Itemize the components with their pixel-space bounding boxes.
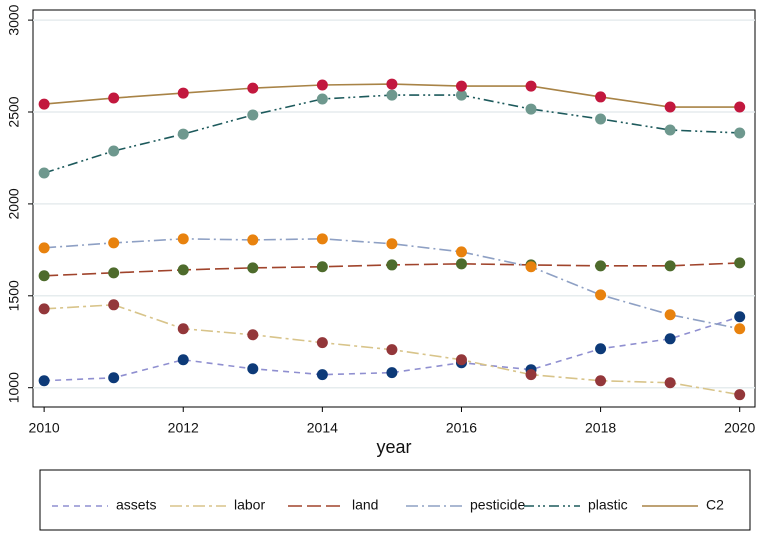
data-point: [316, 369, 328, 381]
data-point: [386, 344, 398, 356]
data-point: [177, 233, 189, 245]
y-tick-label: 2500: [6, 96, 22, 127]
data-point: [177, 87, 189, 99]
data-point: [108, 372, 120, 384]
data-point: [455, 89, 467, 101]
data-point: [108, 237, 120, 249]
x-tick-label: 2014: [307, 420, 338, 436]
data-point: [386, 89, 398, 101]
legend-label: C2: [706, 497, 724, 513]
data-point: [316, 79, 328, 91]
data-point: [247, 234, 259, 246]
data-point: [247, 329, 259, 341]
data-point: [734, 127, 746, 139]
x-tick-label: 2010: [29, 420, 60, 436]
series-line: [44, 315, 740, 382]
data-point: [595, 343, 607, 355]
data-point: [595, 289, 607, 301]
data-point: [664, 309, 676, 321]
y-tick-label: 3000: [6, 4, 22, 35]
plot-frame: [32, 9, 756, 408]
data-point: [386, 259, 398, 271]
data-point: [38, 270, 50, 282]
series-line: [44, 238, 740, 330]
data-point: [386, 238, 398, 250]
data-point: [247, 363, 259, 375]
data-point: [386, 367, 398, 379]
data-point: [177, 128, 189, 140]
data-point: [455, 258, 467, 270]
legend-box: [39, 469, 751, 531]
data-point: [177, 264, 189, 276]
data-point: [38, 303, 50, 315]
data-point: [108, 267, 120, 279]
x-tick-label: 2020: [724, 420, 755, 436]
data-point: [664, 124, 676, 136]
data-point: [247, 82, 259, 94]
y-tick-label: 1000: [6, 372, 22, 403]
data-point: [595, 375, 607, 387]
legend-label: labor: [234, 497, 265, 513]
data-point: [525, 103, 537, 115]
legend-label: plastic: [588, 497, 628, 513]
data-point: [734, 101, 746, 113]
data-point: [108, 299, 120, 311]
data-point: [734, 323, 746, 335]
x-tick-label: 2016: [446, 420, 477, 436]
data-point: [525, 369, 537, 381]
data-point: [595, 260, 607, 272]
data-point: [38, 98, 50, 110]
legend-label: land: [352, 497, 378, 513]
legend-label: pesticide: [470, 497, 525, 513]
data-point: [595, 91, 607, 103]
x-axis-title: year: [376, 437, 411, 457]
y-tick-label: 1500: [6, 280, 22, 311]
data-point: [108, 145, 120, 157]
data-point: [734, 311, 746, 323]
y-tick-label: 2000: [6, 188, 22, 219]
data-point: [734, 257, 746, 269]
data-point: [316, 233, 328, 245]
data-point: [455, 354, 467, 366]
data-point: [664, 260, 676, 272]
data-point: [664, 333, 676, 345]
data-point: [386, 78, 398, 90]
legend-label: assets: [116, 497, 156, 513]
data-point: [108, 92, 120, 104]
x-tick-label: 2012: [168, 420, 199, 436]
data-point: [455, 246, 467, 258]
data-point: [525, 80, 537, 92]
data-point: [316, 337, 328, 349]
data-point: [734, 389, 746, 401]
data-point: [177, 354, 189, 366]
data-point: [247, 262, 259, 274]
data-point: [455, 80, 467, 92]
data-point: [38, 375, 50, 387]
x-tick-label: 2018: [585, 420, 616, 436]
data-point: [316, 261, 328, 273]
data-point: [38, 242, 50, 254]
data-point: [247, 109, 259, 121]
data-point: [38, 167, 50, 179]
data-point: [316, 93, 328, 105]
data-point: [525, 261, 537, 273]
data-point: [595, 113, 607, 125]
data-point: [177, 323, 189, 335]
data-point: [664, 101, 676, 113]
data-point: [664, 377, 676, 389]
